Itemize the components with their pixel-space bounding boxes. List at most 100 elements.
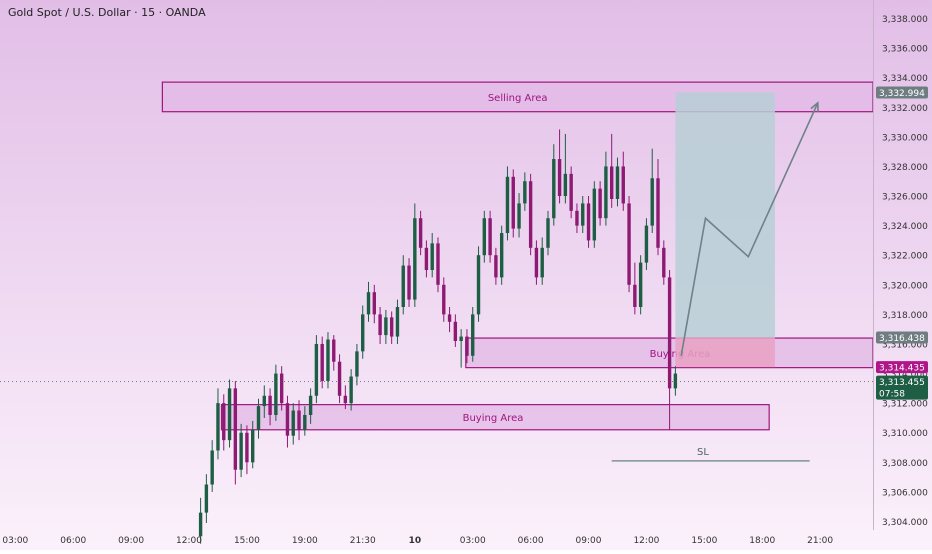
candle-body[interactable] xyxy=(447,314,452,322)
candle-body[interactable] xyxy=(401,265,405,307)
zone-box[interactable] xyxy=(220,404,770,431)
candle-body[interactable] xyxy=(662,247,666,278)
candle-body[interactable] xyxy=(517,203,521,229)
candle-body[interactable] xyxy=(424,247,429,270)
candle-body[interactable] xyxy=(418,218,423,248)
candle-body[interactable] xyxy=(436,243,440,285)
candle-body[interactable] xyxy=(389,317,394,337)
candle-body[interactable] xyxy=(337,361,342,396)
stop-zone[interactable] xyxy=(675,337,775,368)
price-tick-label: 3,316.000 xyxy=(882,340,928,350)
candle-body[interactable] xyxy=(656,178,660,248)
candle-body[interactable] xyxy=(413,218,417,300)
candle-body[interactable] xyxy=(343,395,348,404)
candle-body[interactable] xyxy=(476,255,481,315)
candle-body[interactable] xyxy=(511,176,515,229)
candle-body[interactable] xyxy=(349,376,353,404)
candle-body[interactable] xyxy=(471,314,475,356)
candle-body[interactable] xyxy=(262,395,266,407)
chart-title: Gold Spot / U.S. Dollar · 15 · OANDA xyxy=(8,6,206,19)
candle-body[interactable] xyxy=(233,388,238,470)
candle-body[interactable] xyxy=(609,166,614,199)
candle-body[interactable] xyxy=(222,403,226,441)
candle-body[interactable] xyxy=(256,406,261,430)
time-tick-label: 21:00 xyxy=(807,536,833,546)
price-tick-label: 3,334.000 xyxy=(882,74,928,84)
candle-body[interactable] xyxy=(285,403,290,436)
candle-body[interactable] xyxy=(499,233,504,278)
candle-body[interactable] xyxy=(534,247,539,278)
candle-body[interactable] xyxy=(563,173,568,197)
candle-body[interactable] xyxy=(650,178,654,226)
candle-body[interactable] xyxy=(210,450,214,485)
candle-body[interactable] xyxy=(482,218,487,256)
time-tick-label: 21:30 xyxy=(350,536,376,546)
candle-body[interactable] xyxy=(274,373,278,415)
candle-body[interactable] xyxy=(378,314,382,336)
candle-body[interactable] xyxy=(621,166,625,204)
candle-body[interactable] xyxy=(355,351,359,377)
candle-body[interactable] xyxy=(320,343,324,381)
candle-body[interactable] xyxy=(673,373,678,389)
candle-body[interactable] xyxy=(314,343,319,396)
candle-body[interactable] xyxy=(430,243,434,270)
candle-body[interactable] xyxy=(633,284,637,307)
candle-body[interactable] xyxy=(303,414,307,430)
candle-body[interactable] xyxy=(279,373,284,404)
price-tick-label: 3,338.000 xyxy=(882,15,928,25)
candle-body[interactable] xyxy=(245,432,249,463)
candle-body[interactable] xyxy=(308,395,313,415)
candle-body[interactable] xyxy=(227,388,232,441)
candle-body[interactable] xyxy=(528,181,533,248)
projection-path[interactable] xyxy=(680,102,819,356)
candle-body[interactable] xyxy=(540,247,544,278)
candle-body[interactable] xyxy=(552,159,556,219)
candle-body[interactable] xyxy=(459,336,463,342)
candle-body[interactable] xyxy=(644,225,649,263)
candle-body[interactable] xyxy=(332,339,336,362)
candle-body[interactable] xyxy=(407,265,411,300)
candle-body[interactable] xyxy=(216,403,220,451)
candle-body[interactable] xyxy=(575,210,579,226)
candle-body[interactable] xyxy=(581,203,585,226)
candle-body[interactable] xyxy=(615,166,620,199)
time-tick-label: 18:00 xyxy=(749,536,775,546)
candle-body[interactable] xyxy=(546,218,550,248)
candle-body[interactable] xyxy=(366,292,371,315)
candle-body[interactable] xyxy=(494,255,498,278)
candle-body[interactable] xyxy=(291,410,295,436)
candle-body[interactable] xyxy=(598,188,602,219)
candle-body[interactable] xyxy=(627,203,631,285)
candle-body[interactable] xyxy=(361,314,365,352)
candle-body[interactable] xyxy=(442,284,446,315)
candle-body[interactable] xyxy=(372,292,376,315)
candle-body[interactable] xyxy=(251,429,255,463)
candle-body[interactable] xyxy=(638,262,643,307)
time-tick-label: 12:00 xyxy=(633,536,659,546)
candle-body[interactable] xyxy=(453,321,458,342)
candle-body[interactable] xyxy=(569,173,573,211)
price-tick-label: 3,310.000 xyxy=(882,429,928,439)
candle-body[interactable] xyxy=(604,166,608,219)
candle-body[interactable] xyxy=(488,218,492,256)
candle-body[interactable] xyxy=(505,176,510,234)
candle-body[interactable] xyxy=(297,410,301,430)
candle-body[interactable] xyxy=(586,203,591,241)
candle-body[interactable] xyxy=(667,277,672,389)
candle-body[interactable] xyxy=(268,395,272,415)
candle-body[interactable] xyxy=(523,181,527,204)
candle-body[interactable] xyxy=(204,484,209,513)
candle-body[interactable] xyxy=(239,432,243,470)
candle-body[interactable] xyxy=(198,512,203,537)
time-tick-label: 06:00 xyxy=(518,536,544,546)
candle-body[interactable] xyxy=(592,188,597,241)
candle-body[interactable] xyxy=(395,306,400,337)
candle-body[interactable] xyxy=(384,317,388,336)
candle-body[interactable] xyxy=(557,159,562,197)
candle-body[interactable] xyxy=(465,336,469,356)
price-tick-label: 3,308.000 xyxy=(882,459,928,469)
price-tick-label: 3,330.000 xyxy=(882,133,928,143)
candle-body[interactable] xyxy=(326,339,330,381)
price-tag-background xyxy=(876,331,928,344)
